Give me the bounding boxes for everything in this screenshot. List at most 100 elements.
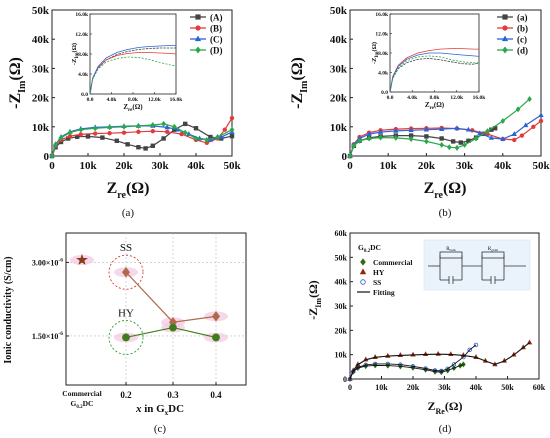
a-data-point [107,124,112,131]
b-y-tick-label: 20k [330,93,348,105]
a-y-tick-label: 50k [32,5,50,17]
panel-d-legend-marker [360,279,366,285]
b-data-point [538,118,544,124]
panel-c-data-point [169,323,177,332]
panel-c-grid [66,233,246,385]
panel-d-x-tick-label: 20k [407,383,420,392]
panel-c-data-point [122,333,130,342]
a-data-point [53,141,58,148]
a-data-point [229,126,235,133]
a-data-point [121,130,127,135]
a-x-tick-label: 10k [79,160,97,172]
b-inset-y-tick-label: 16.0k [375,12,389,18]
b-data-point [424,134,429,139]
b-y-tick-label: 50k [330,5,348,17]
a-x-tick-label: 0 [49,160,55,172]
b-legend-marker [501,35,509,42]
panel-a-series [49,115,235,159]
panel-b-x-ticks: 0 10k 20k 30k 40k 50k [347,153,550,172]
a-data-point [78,132,83,137]
a-inset-x-tick-label: 0.0 [87,97,94,103]
b-inset-x-tick-label: 0.0 [387,95,394,101]
b-data-point [527,96,532,103]
panel-d-y-axis-label: -ZIm(Ω) [306,280,323,319]
b-data-point [393,127,399,133]
b-data-point [531,124,536,129]
a-data-point [218,134,224,139]
panel-c-y-tick-label: 3.00×10-6 [32,257,63,267]
panel-d-circuit-diagram: Rbulk Rgrain [423,239,531,291]
panel-a-plot-frame [51,9,233,157]
a-inset-y-tick-label: 12.0k [75,32,89,38]
b-legend-label: (a) [517,13,528,23]
panel-c-annotation-hy: HY [118,307,134,319]
b-inset-x-axis-label: Zre(Ω) [425,101,445,111]
panel-d-x-axis-label: ZRe(Ω) [428,399,463,416]
a-y-tick-label: 40k [32,34,50,46]
a-data-point [222,127,227,132]
panel-d-legend-label: SS [373,278,381,287]
a-inset-series-line [89,56,177,95]
panel-a-y-axis-label: -ZIm(Ω) [7,57,28,109]
b-data-point [512,137,517,143]
a-legend-marker [195,25,201,31]
b-data-point [447,144,452,151]
b-data-point [462,141,467,148]
a-data-point [150,122,156,129]
b-inset-x-tick-label: 16.0k [473,95,487,101]
a-data-point [92,131,98,136]
a-data-point [229,115,235,121]
a-data-point [215,134,220,141]
a-inset-y-tick-label: 8.0k [78,52,89,58]
panel-c-y-ticks: 3.00×10-6 1.50×10-6 [32,257,69,341]
panel-b-series [347,96,544,159]
b-x-tick-label: 40k [494,160,512,172]
panel-d-data-point [422,351,429,357]
panel-d-series [347,339,533,382]
panel-d-y-tick-label: 10k [335,351,348,360]
b-data-point [351,142,357,149]
b-x-tick-label: 50k [532,160,550,172]
a-data-point [150,143,155,148]
a-data-point [179,131,184,137]
b-y-tick-label: 40k [330,34,348,46]
panel-d-data-point [347,376,353,382]
panel-a-x-axis-label: Zre(Ω) [107,180,150,201]
b-inset-y-tick-label: 8.0k [378,51,389,57]
a-data-point [229,133,235,139]
panel-d-y-tick-label: 60k [335,229,348,238]
panel-d-data-point [473,342,479,348]
panel-c-data-point [121,267,131,278]
a-data-point [150,128,155,134]
panel-b-plot-frame [349,9,542,157]
a-data-point [136,122,141,129]
a-data-point [161,136,166,141]
a-data-point [78,126,84,133]
panel-c-data-point [76,253,88,265]
a-data-point [136,145,141,150]
a-data-point [143,146,148,151]
a-data-point [92,125,98,132]
a-x-tick-label: 30k [151,160,169,172]
panel-b-y-axis-label: -ZIm(Ω) [289,57,310,109]
panel-d-fitting-line [349,344,477,380]
b-data-point [500,117,506,124]
panel-d-legend-marker [360,258,366,266]
panel-d-x-tick-label: 60k [533,383,546,392]
panel-d-x-tick-label: 50k [501,383,514,392]
b-data-point [378,134,383,141]
a-data-point [164,129,170,134]
a-legend-marker [195,14,201,20]
panel-d-legend-marker [359,268,367,275]
a-data-point [107,131,112,136]
panel-b-x-axis-label: Zre(Ω) [424,180,467,201]
panel-b: 0 10k 20k 30k 40k 50k 0 10k 20k 30k 40k 50k 0.0 4.0… [289,5,550,219]
panel-d-data-point [435,350,441,356]
b-legend-label: (d) [517,46,528,56]
a-data-point [85,134,91,139]
a-data-point [204,136,210,143]
a-data-point [136,129,141,134]
panel-c-x-tick-label: 0.4 [210,390,222,400]
